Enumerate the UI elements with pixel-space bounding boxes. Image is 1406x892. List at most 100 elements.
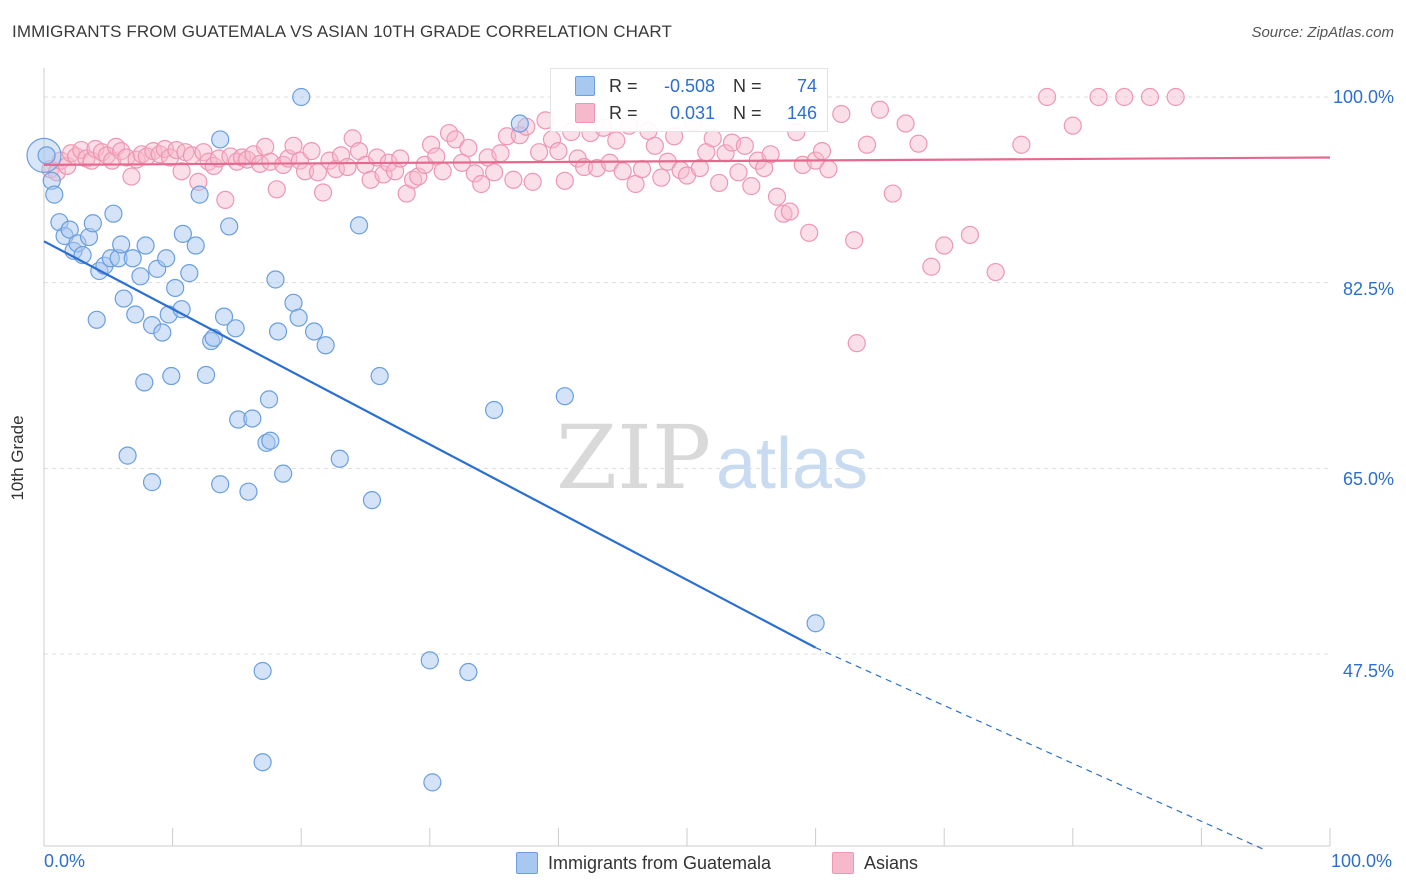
guatemala-point	[180, 264, 199, 283]
watermark: ZIP atlas	[556, 406, 868, 509]
guatemala-point	[186, 236, 205, 255]
guatemala-point	[253, 661, 272, 681]
asians-point	[523, 172, 542, 191]
guatemala-point	[420, 651, 439, 670]
guatemala-point	[37, 146, 56, 165]
guatemala-point	[806, 614, 825, 633]
asians-point	[491, 144, 510, 163]
asians-point	[338, 157, 357, 177]
guatemala-point	[87, 310, 106, 329]
guatemala-point	[162, 366, 181, 386]
asians-point	[819, 160, 838, 179]
guatemala-point	[289, 308, 308, 327]
asians-point	[735, 136, 754, 155]
guatemala-point	[220, 217, 239, 236]
y-tick-65: 65.0%	[1342, 469, 1394, 489]
legend-series: Immigrants from Guatemala Asians	[0, 852, 1406, 878]
asians-trend-line	[43, 156, 1331, 167]
trend-lines	[43, 156, 1331, 851]
guatemala-point	[316, 336, 335, 355]
asians-point	[800, 223, 819, 242]
asians-point	[845, 231, 864, 250]
legend-item-asians: Asians	[832, 852, 918, 874]
guatemala-point	[239, 482, 258, 501]
asians-point	[313, 183, 333, 202]
asians-point	[883, 184, 902, 203]
y-tick-47-5: 47.5%	[1342, 661, 1394, 681]
legend-r-label: R =	[609, 75, 638, 96]
guatemala-point	[370, 366, 389, 386]
guatemala-point	[142, 473, 162, 492]
asians-point	[832, 104, 851, 124]
asians-point	[645, 136, 664, 155]
asians-point	[812, 142, 832, 161]
asians-point	[1037, 87, 1057, 107]
guatemala-point	[330, 449, 349, 468]
asians-point	[172, 162, 191, 181]
chart-title: IMMIGRANTS FROM GUATEMALA VS ASIAN 10TH …	[12, 22, 672, 41]
guatemala-point	[83, 214, 102, 233]
legend-r-value: 0.031	[669, 102, 715, 123]
guatemala-point	[114, 289, 133, 308]
asians-point	[870, 100, 890, 119]
asians-point	[216, 190, 235, 210]
legend-r-value: -0.508	[663, 75, 715, 96]
guatemala-point	[153, 323, 172, 342]
asians-point	[497, 127, 517, 146]
guatemala-point	[485, 400, 504, 420]
guatemala-trend-extension	[815, 647, 1266, 851]
legend-swatch-asians	[832, 852, 854, 874]
asians-point	[485, 163, 504, 182]
asians-point	[632, 160, 652, 179]
legend-row-guatemala: R = -0.508 N = 74	[575, 73, 817, 99]
asians-point	[607, 131, 626, 150]
y-tick-82-5: 82.5%	[1342, 279, 1394, 299]
asians-point	[1166, 87, 1185, 107]
asians-points	[41, 87, 1185, 353]
asians-point	[150, 145, 169, 164]
asians-point	[504, 170, 523, 189]
asians-point	[847, 334, 866, 353]
y-tick-100: 100.0%	[1332, 87, 1394, 107]
guatemala-point	[126, 305, 145, 324]
y-axis-label: 10th Grade	[8, 415, 27, 501]
asians-point	[1012, 135, 1031, 154]
asians-point	[703, 129, 722, 148]
legend-n-label: N =	[733, 102, 762, 123]
guatemala-trend-line	[43, 240, 817, 649]
legend-label-guatemala: Immigrants from Guatemala	[548, 852, 772, 873]
asians-point	[549, 142, 568, 161]
guatemala-point	[104, 204, 123, 223]
guatemala-point	[211, 130, 230, 149]
guatemala-point	[266, 270, 285, 289]
guatemala-point	[196, 365, 216, 385]
asians-point	[326, 160, 346, 179]
guatemala-point	[253, 753, 272, 772]
asians-point	[530, 143, 549, 162]
guatemala-point	[555, 387, 574, 406]
guatemala-point	[292, 87, 311, 107]
asians-point	[555, 171, 574, 190]
guatemala-point	[274, 464, 293, 483]
guatemala-point	[157, 249, 176, 268]
guatemala-point	[190, 185, 209, 204]
guatemala-point	[261, 431, 280, 450]
asians-point	[1063, 116, 1082, 135]
asians-point	[1140, 87, 1160, 107]
guatemala-point	[135, 373, 154, 392]
asians-point	[1089, 87, 1108, 107]
guatemala-point	[172, 300, 191, 319]
guatemala-point	[45, 185, 64, 204]
asians-point	[761, 145, 780, 164]
asians-point	[122, 167, 141, 186]
axes	[43, 68, 1331, 847]
guatemala-point	[173, 224, 192, 243]
asians-point	[421, 135, 441, 154]
guatemala-point	[118, 446, 137, 465]
asians-point	[922, 257, 941, 276]
watermark-atlas: atlas	[716, 424, 868, 504]
asians-point	[780, 202, 799, 221]
asians-point	[986, 262, 1005, 282]
guatemala-point	[459, 662, 478, 682]
x-tick-right: 100.0%	[1330, 851, 1392, 871]
